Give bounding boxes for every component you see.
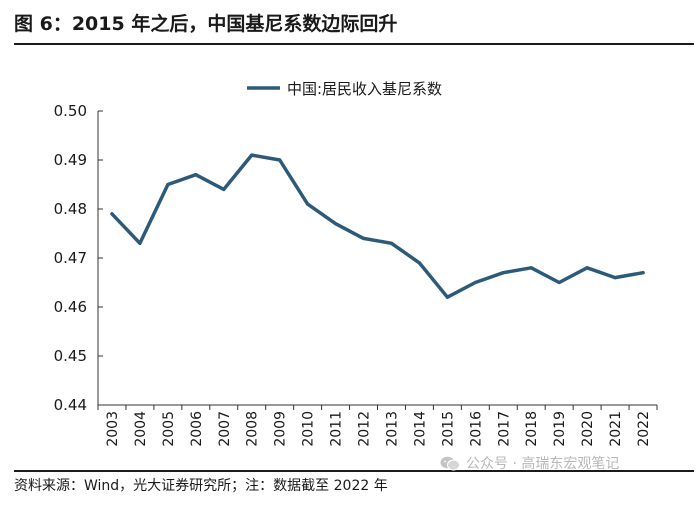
data-point	[557, 280, 561, 285]
data-point	[138, 241, 142, 245]
x-tick-label: 2021	[608, 411, 624, 447]
x-tick-label: 2011	[329, 411, 345, 447]
data-point	[613, 276, 617, 280]
y-tick-label: 0.47	[54, 249, 87, 267]
figure-title: 图 6：2015 年之后，中国基尼系数边际回升	[14, 13, 398, 35]
title-rule	[14, 43, 694, 45]
data-point	[361, 236, 366, 240]
x-tick-label: 2019	[552, 411, 568, 447]
x-tick-label: 2020	[580, 411, 596, 447]
x-tick-label: 2018	[524, 411, 540, 447]
chart-series	[110, 153, 645, 299]
x-axis-ticks: 2003 2004 2005 2006 2007 2008 2009 2010 2011 2012…	[97, 405, 658, 447]
y-tick-label: 0.50	[54, 102, 87, 120]
data-point	[110, 212, 114, 216]
data-point	[389, 241, 394, 245]
x-tick-label: 2017	[496, 411, 512, 447]
watermark-text: 公众号 · 高瑞东宏观笔记	[466, 456, 620, 472]
x-tick-label: 2014	[412, 411, 428, 447]
data-point	[194, 173, 198, 177]
wechat-icon	[440, 456, 460, 470]
x-tick-label: 2005	[161, 411, 177, 447]
source-note: 资料来源：Wind，光大证券研究所；注：数据截至 2022 年	[14, 478, 388, 494]
x-tick-label: 2008	[245, 411, 261, 447]
line-chart: 中国:居民收入基尼系数 0.44 0.45 0.46 0.47 0.48 0.49 0.50…	[54, 80, 658, 447]
data-point	[222, 187, 226, 191]
x-tick-label: 2004	[133, 411, 149, 447]
data-point	[585, 266, 589, 270]
y-tick-label: 0.46	[54, 298, 87, 316]
x-tick-label: 2006	[189, 411, 205, 447]
series-line	[110, 153, 645, 299]
data-point	[641, 271, 645, 275]
data-point	[333, 222, 338, 226]
data-point	[417, 261, 422, 265]
data-point	[445, 295, 449, 299]
data-point	[501, 271, 505, 275]
x-tick-label: 2016	[468, 411, 484, 447]
y-axis-ticks: 0.44 0.45 0.46 0.47 0.48 0.49 0.50	[54, 102, 103, 414]
data-point	[306, 202, 310, 206]
data-point	[250, 153, 254, 157]
y-tick-label: 0.44	[54, 396, 87, 414]
x-tick-label: 2022	[636, 411, 652, 447]
x-tick-label: 2013	[384, 411, 400, 447]
x-tick-label: 2009	[273, 411, 289, 447]
x-tick-label: 2007	[217, 411, 233, 447]
chart-axes	[97, 111, 657, 406]
watermark: 公众号 · 高瑞东宏观笔记	[440, 453, 619, 473]
source-rule	[14, 470, 694, 472]
chart-legend: 中国:居民收入基尼系数	[247, 80, 442, 98]
x-tick-label: 2012	[357, 411, 373, 447]
data-point	[166, 182, 170, 187]
legend-label: 中国:居民收入基尼系数	[287, 80, 442, 98]
y-tick-label: 0.48	[54, 200, 87, 218]
data-point	[529, 266, 533, 270]
x-tick-label: 2003	[105, 411, 121, 447]
x-tick-label: 2010	[301, 411, 317, 447]
y-tick-label: 0.49	[54, 151, 87, 169]
data-point	[278, 158, 282, 162]
y-tick-label: 0.45	[54, 347, 87, 365]
x-tick-label: 2015	[440, 411, 456, 447]
data-point	[473, 280, 477, 285]
